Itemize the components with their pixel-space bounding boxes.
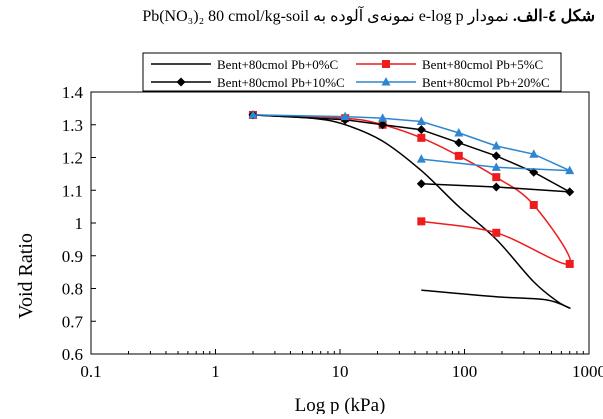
y-tick-label: 1.3 xyxy=(62,116,83,135)
data-point-diamond xyxy=(416,179,426,189)
figure-caption: شکل ٤-الف. نمودار e-log p نمونه‌ی آلوده … xyxy=(0,6,595,36)
data-point-triangle xyxy=(565,165,575,175)
y-axis-label: Void Ratio xyxy=(15,233,37,319)
x-tick-label: 1 xyxy=(211,362,220,381)
axes: 0.6 0.7 0.8 0.9 1 1.1 1.2 1.3 1.4 0.1 1 10 100 1000 xyxy=(62,83,603,381)
series-line xyxy=(252,114,572,266)
series-1 xyxy=(252,114,571,309)
plot-area xyxy=(248,109,575,309)
data-point-diamond xyxy=(565,187,575,197)
chart-svg: Bent+80cmol Pb+0%C Bent+80cmol Pb+5%C Bent… xyxy=(15,52,603,416)
y-tick-label: 1.4 xyxy=(62,83,84,102)
legend-item: Bent+80cmol Pb+10%C xyxy=(151,75,345,90)
legend-item: Bent+80cmol Pb+5%C xyxy=(356,57,543,72)
data-point-triangle xyxy=(381,77,391,86)
y-tick-label: 1 xyxy=(75,214,84,233)
legend-item: Bent+80cmol Pb+0%C xyxy=(151,57,338,72)
legend-item: Bent+80cmol Pb+20%C xyxy=(356,75,550,90)
data-point-triangle xyxy=(248,109,258,119)
data-point-diamond xyxy=(416,125,426,135)
chart: Bent+80cmol Pb+0%C Bent+80cmol Pb+5%C Bent… xyxy=(0,40,603,419)
data-point-triangle xyxy=(491,162,501,171)
data-point-square xyxy=(454,151,463,160)
data-point-square xyxy=(492,228,501,237)
data-point-diamond xyxy=(491,182,501,192)
data-point-triangle xyxy=(491,141,501,150)
series-line xyxy=(252,114,571,193)
legend-label: Bent+80cmol Pb+10%C xyxy=(217,75,345,90)
data-point-square xyxy=(492,173,501,182)
figure-caption-label: شکل ٤-الف. xyxy=(512,8,595,25)
data-point-triangle xyxy=(529,149,539,158)
data-point-diamond xyxy=(491,151,501,161)
data-point-triangle xyxy=(416,154,426,163)
series-line xyxy=(252,114,571,172)
data-point-triangle xyxy=(340,111,350,121)
x-tick-label: 10 xyxy=(332,362,349,381)
series-3 xyxy=(248,110,575,197)
data-point-square xyxy=(417,217,426,226)
y-tick-label: 0.7 xyxy=(62,312,84,331)
data-point-diamond xyxy=(378,120,388,130)
data-point-triangle xyxy=(454,127,464,137)
legend-label: Bent+80cmol Pb+0%C xyxy=(217,57,338,72)
x-axis-label: Log p (kPa) xyxy=(295,395,386,414)
data-point-square xyxy=(529,200,538,209)
legend-box xyxy=(142,52,562,92)
data-point-triangle xyxy=(416,116,426,125)
y-tick-label: 0.6 xyxy=(62,345,83,364)
x-tick-label: 100 xyxy=(452,362,478,381)
y-tick-label: 0.9 xyxy=(62,247,83,266)
legend-label: Bent+80cmol Pb+20%C xyxy=(422,75,550,90)
plot-frame xyxy=(90,91,590,355)
series-line xyxy=(252,114,571,309)
legend: Bent+80cmol Pb+0%C Bent+80cmol Pb+5%C Bent… xyxy=(142,52,562,92)
data-point-diamond xyxy=(529,167,539,177)
figure-caption-text: نمودار e-log p نمونه‌ی آلوده به Pb(NO₃)₂… xyxy=(142,8,509,25)
y-tick-label: 1.2 xyxy=(62,149,83,168)
data-point-square xyxy=(565,259,574,268)
data-point-triangle xyxy=(378,113,388,122)
legend-label: Bent+80cmol Pb+5%C xyxy=(422,57,543,72)
series-4 xyxy=(248,109,575,175)
x-tick-label: 1000 xyxy=(572,362,603,381)
data-point-square xyxy=(417,133,426,142)
y-tick-label: 0.8 xyxy=(62,280,83,299)
y-tick-label: 1.1 xyxy=(62,181,83,200)
data-point-diamond xyxy=(176,77,186,87)
data-point-square xyxy=(382,60,390,68)
data-point-diamond xyxy=(454,138,464,148)
x-tick-label: 0.1 xyxy=(80,362,101,381)
